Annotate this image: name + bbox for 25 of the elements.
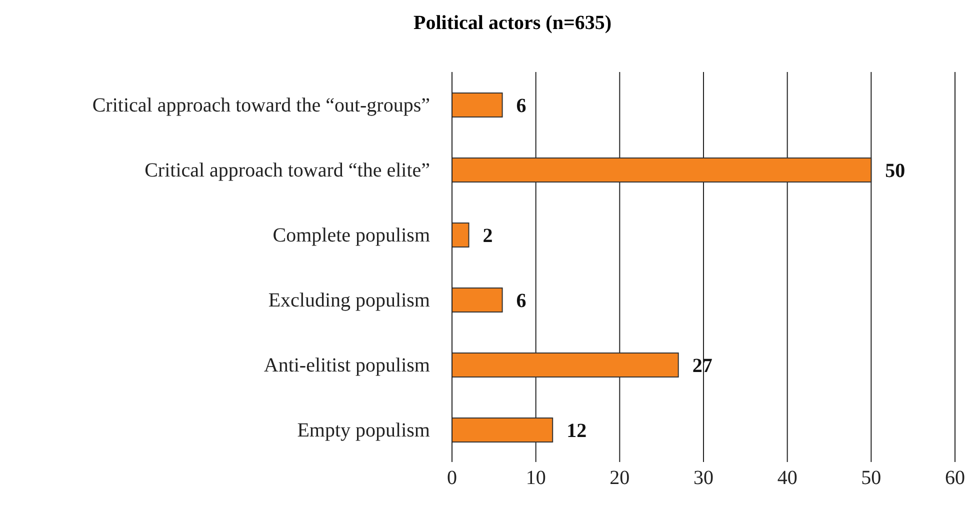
bar [452,288,503,312]
y-tick-label: Critical approach toward “the elite” [144,160,430,182]
bar [452,222,470,248]
data-label: 12 [566,420,587,442]
y-tick-label: Excluding populism [268,290,430,312]
bar [452,418,554,442]
chart-title: Political actors (n=635) [412,11,613,36]
x-tick-label: 60 [945,467,965,490]
x-tick-label: 50 [861,467,882,490]
x-tick-label: 20 [610,467,630,490]
y-tick-label: Complete populism [272,224,430,247]
y-tick-label: Critical approach toward the “out-groups” [92,94,430,117]
y-tick-label: Empty populism [297,420,430,442]
bar [452,92,503,118]
bar [452,352,679,378]
y-tick-label: Anti-elitist populism [264,354,430,377]
x-tick-label: 40 [777,467,798,490]
data-label: 6 [516,95,526,118]
x-tick-label: 10 [526,467,546,490]
data-label: 6 [516,290,526,312]
x-tick-label: 0 [447,467,457,490]
data-label: 2 [482,225,493,248]
data-label: 50 [885,160,906,182]
bar [452,158,872,182]
x-tick-label: 30 [694,467,714,490]
